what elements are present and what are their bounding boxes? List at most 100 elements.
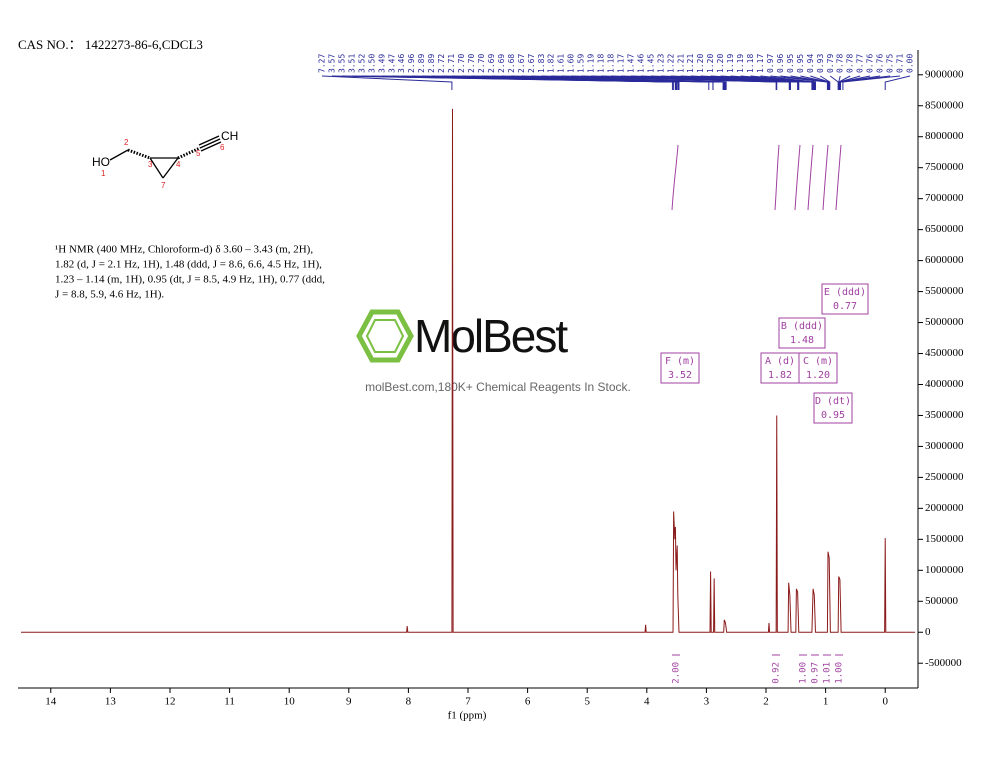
x-tick-label: 12 [164,696,175,708]
peak-label: 2.68 [507,54,516,73]
peak-label: 7.27 [318,54,327,73]
peak-connector [760,75,816,90]
peak-label: 0.00 [906,54,915,73]
peak-label: 2.69 [487,54,496,73]
integral-label: 0.97 [811,662,821,684]
x-tick-label: 2 [763,696,769,708]
multiplet-label: B (ddd) [781,321,823,332]
integral-label: 1.01 [823,662,833,684]
peak-label: 0.78 [836,54,845,73]
y-tick-label: 5500000 [925,285,964,297]
integral-curve [822,144,829,211]
description-line: 1.23 – 1.14 (m, 1H), 0.95 (dt, J = 8.5, … [55,274,325,286]
y-tick-label: 5000000 [925,316,964,328]
peak-label: 1.23 [656,54,665,73]
y-tick-label: 3500000 [925,409,964,421]
peak-label: 0.93 [816,54,825,73]
watermark-logo [365,319,405,353]
y-tick-label: 2000000 [925,502,964,514]
y-tick-label: 1500000 [925,533,964,545]
x-tick-label: 6 [525,696,531,708]
x-tick-label: 0 [882,696,888,708]
y-tick-label: 8500000 [925,99,964,111]
multiplet-label: E (ddd) [824,287,866,298]
peak-label: 2.70 [477,54,486,73]
peak-label: 0.96 [776,54,785,73]
atom-number: 3 [148,160,153,169]
watermark-logo [356,309,414,363]
peak-label: 2.70 [457,54,466,73]
peak-label: 1.17 [756,54,765,73]
x-tick-label: 14 [45,696,57,708]
multiplet-shift: 1.82 [768,370,792,381]
peak-label: 3.50 [367,54,376,73]
peak-label: 1.45 [646,54,655,73]
integral-label: 1.00 [835,662,845,684]
peak-label: 3.51 [347,54,356,73]
peak-label: 1.22 [666,54,675,73]
peak-connector [820,75,831,90]
peak-label: 1.20 [706,54,715,73]
multiplet-shift: 1.48 [790,335,814,346]
watermark-brand: MolBest [414,310,568,362]
y-tick-label: 6000000 [925,254,964,266]
multiplet-shift: 0.95 [821,410,845,421]
peak-label: 1.18 [746,54,755,73]
peak-connector [838,75,851,90]
x-tick-label: 5 [584,696,590,708]
peak-label: 3.46 [397,54,406,73]
peak-label: 0.97 [766,54,775,73]
peak-label: 2.96 [407,54,416,73]
peak-label: 2.67 [527,54,536,73]
integral-curve [807,144,814,211]
peak-label: 0.75 [886,54,895,73]
bond [109,149,129,161]
atom: CH [221,129,238,143]
peak-label: 1.17 [616,54,625,73]
peak-label: 1.61 [557,54,566,73]
peak-label: 2.70 [467,54,476,73]
peak-label: 2.67 [517,54,526,73]
bond [127,148,151,160]
multiplet-box [813,392,853,424]
multiplet-label: C (m) [803,356,833,367]
spectrum [20,108,916,633]
bond [199,138,221,149]
x-tick-label: 13 [105,696,117,708]
watermark-tagline: molBest.com,180K+ Chemical Reagents In S… [365,380,631,394]
multiplet-shift: 1.20 [806,370,830,381]
molecule [109,135,222,179]
multiplet-label: D (dt) [815,396,851,407]
y-tick-label: 2500000 [925,471,964,483]
multiplet-shift: 0.77 [833,301,857,312]
atom-number: 7 [161,181,166,190]
integral-curve [671,144,679,211]
peak-label: 1.20 [696,54,705,73]
y-tick-label: 4000000 [925,378,964,390]
y-tick-label: 4500000 [925,347,964,359]
atom-number: 1 [101,169,106,178]
peak-label: 3.55 [337,54,346,73]
peak-label: 0.95 [786,54,795,73]
y-tick-label: 8000000 [925,130,964,142]
description-line: J = 8.8, 5.9, 4.6 Hz, 1H). [55,289,164,301]
x-tick-label: 7 [465,696,471,708]
multiplet-box [821,283,869,315]
atom-number: 4 [176,160,181,169]
peak-label: 0.77 [856,54,865,73]
peak-label: 1.60 [567,54,576,73]
peak-connector [838,75,861,90]
integral-label: 2.00 [672,662,682,684]
peak-label: 1.21 [676,54,685,73]
peak-label: 2.72 [437,54,446,73]
integral-label: 1.00 [799,662,809,684]
peak-label: 1.59 [577,54,586,73]
bond [177,146,201,160]
peak-label: 2.69 [497,54,506,73]
watermark: MolBest molBest.com,180K+ Chemical Reage… [356,309,631,394]
multiplet-shift: 3.52 [668,370,692,381]
x-tick-label: 1 [823,696,829,708]
peak-connector [321,75,453,90]
peak-label: 0.78 [846,54,855,73]
x-tick-label: 3 [704,696,710,708]
